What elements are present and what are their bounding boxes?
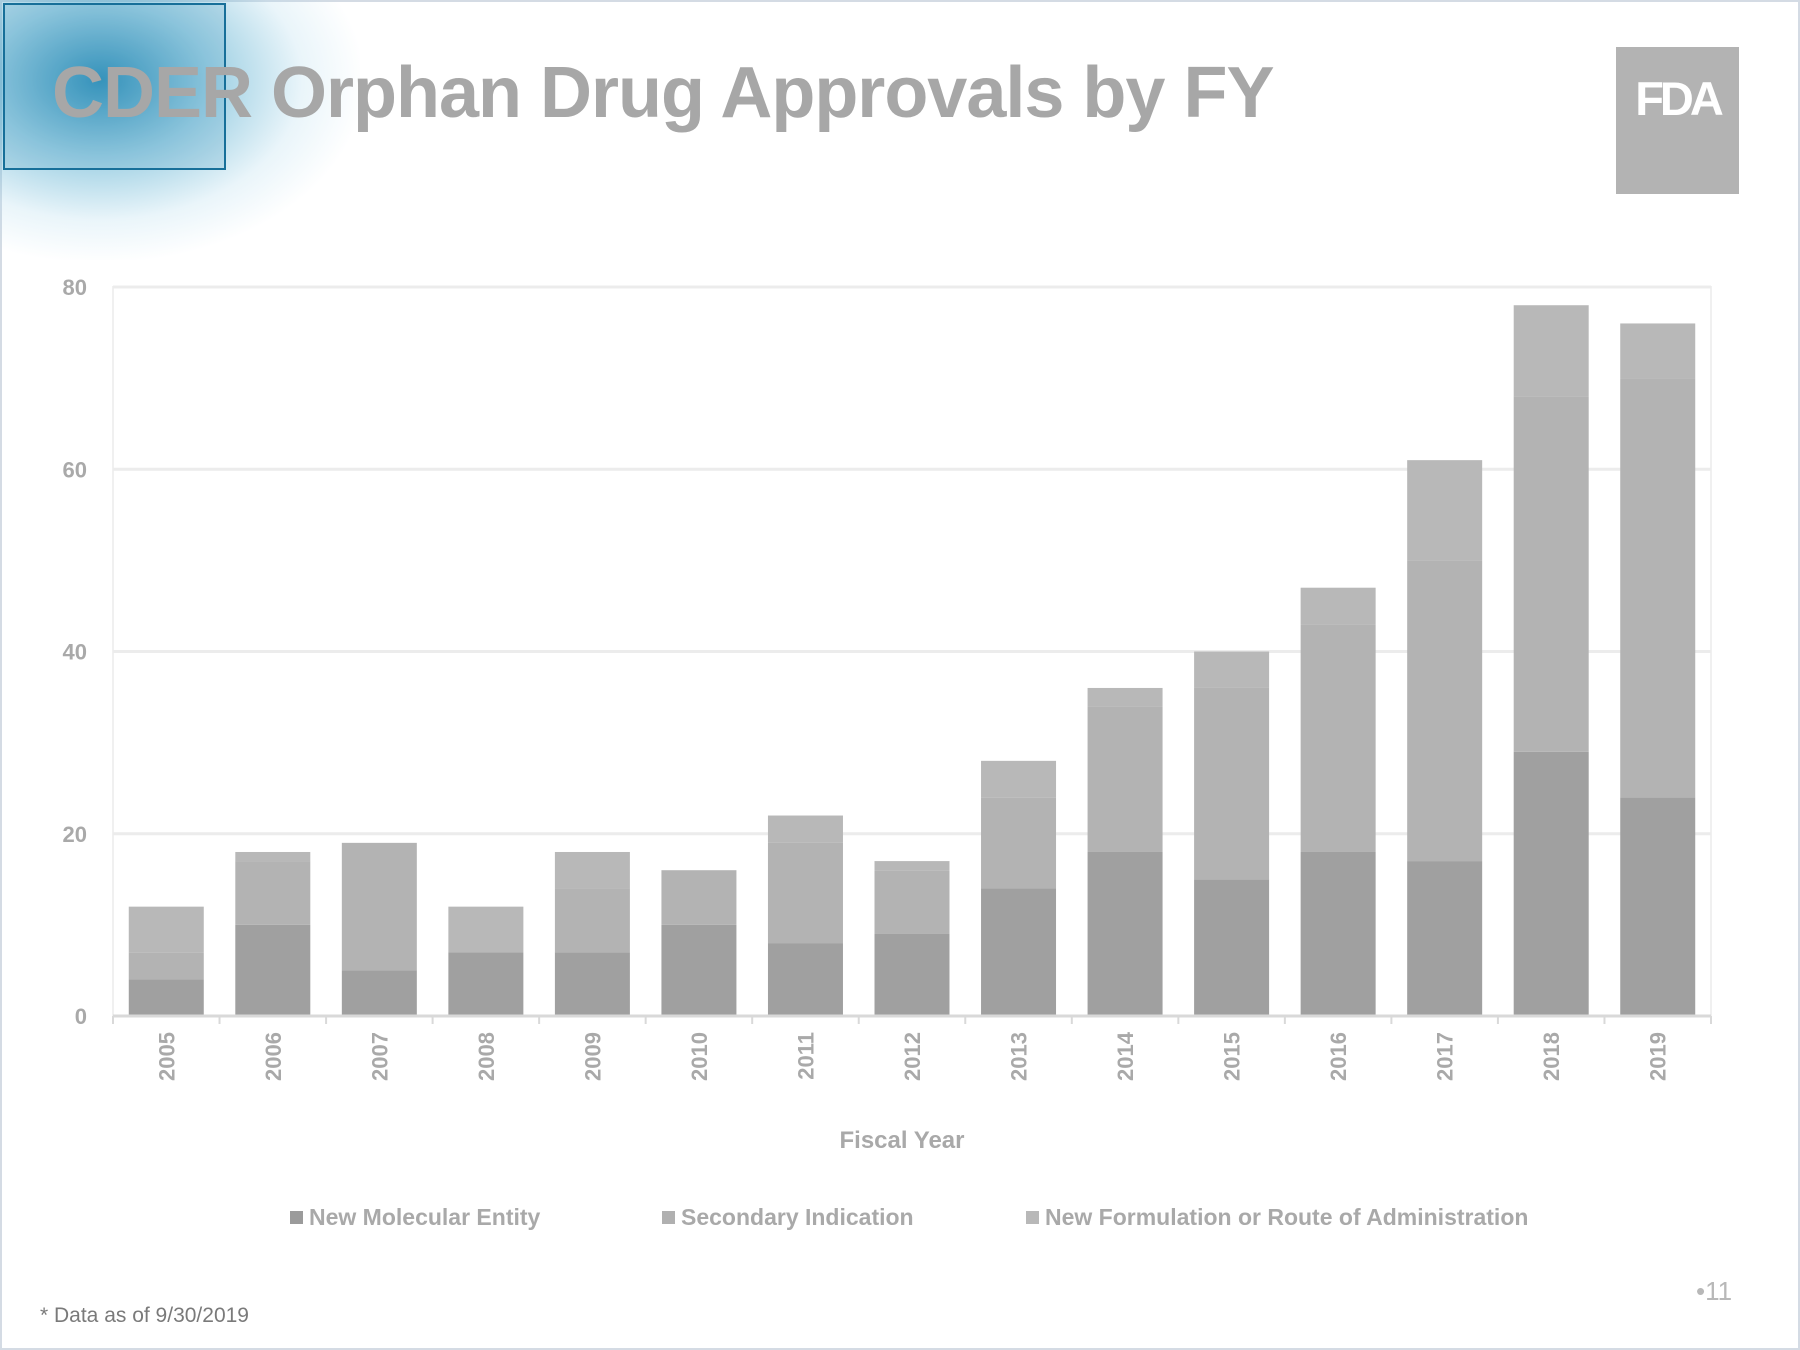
y-tick-label: 0 [75,1004,87,1029]
y-tick-label: 80 [63,275,87,300]
x-tick-label: 2008 [474,1032,499,1081]
bar-segment [1300,587,1376,625]
bar-segment [1513,396,1589,752]
bar-segment [981,888,1057,1016]
legend-item-secondary-indication: Secondary Indication [662,1204,1026,1231]
legend-swatch [290,1211,303,1224]
x-tick-label: 2018 [1539,1032,1564,1081]
bar-segment [767,815,843,843]
bar-segment [874,933,950,1016]
bar-segment [1513,305,1589,397]
bar-segment [1407,861,1483,1016]
bar-segment [1087,687,1163,707]
x-tick-label: 2019 [1646,1032,1671,1081]
x-tick-label: 2007 [367,1032,392,1081]
bar-segment [1620,797,1696,1016]
x-tick-label: 2016 [1326,1032,1351,1081]
bar-segment [554,888,630,953]
bar-segment [1513,751,1589,1016]
corner-accent-glow [0,0,360,260]
legend-label: New Molecular Entity [309,1204,541,1230]
bar-segment [448,906,524,953]
bar-segment [554,952,630,1016]
bar-segment [1087,851,1163,1016]
page-number: •11 [1696,1276,1733,1306]
corner-accent-box [3,3,226,170]
bar-segment [341,970,417,1016]
bar-segment [1194,879,1270,1016]
bar-segment [235,861,311,925]
bar-segment [1194,651,1270,688]
axes: 0 20 40 60 80 2005 2006 2007 2008 2009 2010 2011 201… [63,275,1712,1081]
bar-segment [128,906,204,953]
y-tick-label: 60 [63,457,87,482]
bar-segment [128,952,204,980]
x-tick-label: 2009 [580,1032,605,1081]
bar-segment [128,979,204,1016]
bar-segment [981,797,1057,889]
legend-label: New Formulation or Route of Administrati… [1045,1204,1529,1230]
legend-swatch [662,1211,675,1224]
y-tick-label: 20 [63,822,87,847]
bar-segment [661,924,737,1016]
bar-segment [767,943,843,1016]
bar-segment [874,861,950,871]
bar-segment [1194,687,1270,880]
bar-segment [981,760,1057,798]
bar-segment [767,842,843,944]
bar-segment [1300,851,1376,1016]
x-tick-label: 2012 [900,1032,925,1081]
legend-label: Secondary Indication [681,1204,914,1230]
x-tick-label: 2005 [154,1032,179,1081]
fda-logo-text: FDA [1635,72,1724,125]
bar-segment [1620,378,1696,798]
bar-segment [554,851,630,889]
bar-segment [1407,560,1483,862]
bars [128,305,1696,1016]
legend-item-new-molecular-entity: New Molecular Entity [290,1204,662,1231]
bar-segment [661,870,737,925]
x-tick-label: 2013 [1007,1032,1032,1081]
legend-item-new-formulation: New Formulation or Route of Administrati… [1026,1204,1528,1231]
bar-segment [1407,460,1483,561]
x-tick-label: 2006 [261,1032,286,1081]
x-tick-label: 2010 [687,1032,712,1081]
bar-segment [235,924,311,1016]
x-tick-label: 2017 [1433,1032,1458,1081]
bar-segment [1087,706,1163,852]
legend-swatch [1026,1211,1039,1224]
chart-legend: New Molecular Entity Secondary Indicatio… [290,1204,1550,1231]
fda-logo: FDA [1616,47,1739,194]
bar-segment [235,851,311,862]
slide-title: CDER Orphan Drug Approvals by FY [52,53,1274,133]
footnote: * Data as of 9/30/2019 [40,1304,249,1327]
x-tick-label: 2015 [1220,1032,1245,1081]
x-tick-label: 2011 [793,1032,818,1080]
bar-segment [448,952,524,1016]
bar-segment [341,842,417,971]
bar-segment [1620,323,1696,379]
y-tick-label: 40 [63,640,87,665]
bar-segment [874,870,950,934]
bar-segment [1300,624,1376,852]
x-axis-label: Fiscal Year [840,1127,965,1154]
x-tick-label: 2014 [1113,1031,1138,1081]
